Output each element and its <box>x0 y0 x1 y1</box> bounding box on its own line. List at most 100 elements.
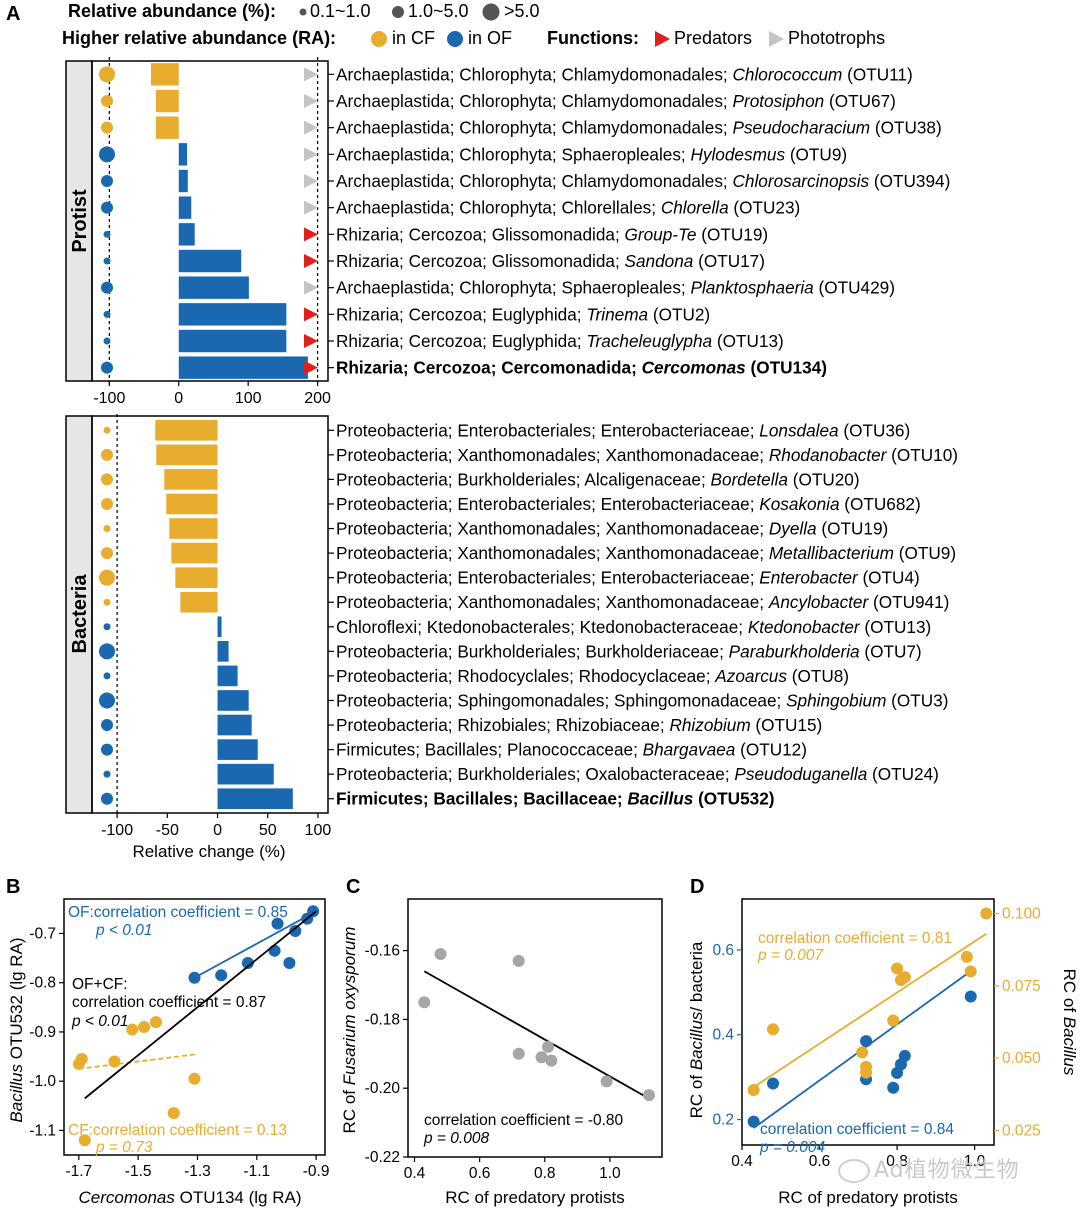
panel-label-d: D <box>690 876 704 898</box>
panel-c-x-tick-label: 1.0 <box>599 1165 621 1182</box>
panel-b-x-tick-label: -1.3 <box>184 1163 211 1180</box>
protist-function-icon-phototroph <box>304 174 318 188</box>
legend-size-large <box>482 3 500 21</box>
panel-b-point-CF <box>78 1134 91 1147</box>
protist-function-icon-phototroph <box>304 147 318 162</box>
protist-abundance-dot <box>101 281 113 294</box>
bacteria-bar <box>217 690 249 711</box>
panel-c-frame <box>407 898 663 1158</box>
bacteria-abundance-dot <box>101 448 113 461</box>
protist-abundance-dot <box>103 257 111 265</box>
protist-abundance-dot <box>103 337 111 345</box>
bacteria-taxon-label: Proteobacteria; Enterobacteriales; Enter… <box>336 494 921 514</box>
legend-size-medium <box>392 6 404 18</box>
panel-b-x-tick-label: -1.5 <box>125 1163 152 1180</box>
protist-strip-label: Protist <box>69 189 91 253</box>
panel-d-x-tick-label: 0.6 <box>809 1153 831 1170</box>
legend-abundance-title: Relative abundance (%): <box>68 1 276 21</box>
panel-d-r-right: correlation coefficient = 0.81 <box>758 930 952 947</box>
panel-d-point-left <box>964 990 977 1003</box>
bacteria-abundance-dot <box>101 547 113 560</box>
panel-c-y-tick-label: -0.22 <box>365 1149 400 1166</box>
bacteria-taxon-label: Chloroflexi; Ktedonobacterales; Ktedonob… <box>336 617 931 637</box>
bacteria-x-tick-label: 100 <box>305 822 332 839</box>
panel-b-point-OF <box>283 957 296 969</box>
protist-taxon-label: Archaeplastida; Chlorophyta; Chlamydomon… <box>336 64 913 84</box>
protist-taxon-label: Archaeplastida; Chlorophyta; Sphaeroplea… <box>336 278 895 298</box>
bacteria-taxon-label: Proteobacteria; Xanthomonadales; Xanthom… <box>336 592 949 612</box>
protist-abundance-dot <box>101 95 113 107</box>
protist-taxon-label: Rhizaria; Cercozoa; Glissomonadida; Sand… <box>336 251 765 271</box>
protist-x-tick-label: 100 <box>235 390 262 407</box>
panel-label-a: A <box>6 3 20 25</box>
bacteria-x-tick-label: -50 <box>156 822 179 839</box>
bacteria-taxon-label: Proteobacteria; Burkholderiales; Oxaloba… <box>336 764 939 784</box>
bacteria-bar <box>171 542 218 564</box>
protist-bar <box>151 63 179 86</box>
protist-function-icon-phototroph <box>304 200 318 215</box>
panel-c-point-samples <box>535 1051 548 1064</box>
panel-b-fit-line-all <box>84 910 317 1100</box>
protist-abundance-dot <box>99 146 115 163</box>
protist-function-icon-predator <box>304 254 318 268</box>
bacteria-abundance-dot <box>101 497 113 510</box>
panel-d-point-left <box>887 1081 900 1094</box>
bacteria-bar <box>217 763 274 785</box>
panel-b-point-OF <box>271 917 284 930</box>
bacteria-taxon-label: Proteobacteria; Sphingomonadales; Sphing… <box>336 690 948 710</box>
bacteria-taxon-label: Firmicutes; Bacillales; Bacillaceae; Bac… <box>336 789 774 809</box>
bacteria-abundance-dot <box>99 643 115 660</box>
bacteria-taxon-label: Proteobacteria; Xanthomonadales; Xanthom… <box>336 445 958 465</box>
bacteria-taxon-label: Proteobacteria; Rhizobiales; Rhizobiacea… <box>336 715 822 735</box>
panel-b-point-OF <box>241 957 254 969</box>
legend: Relative abundance (%): 0.1~1.0 1.0~5.0 … <box>62 1 885 48</box>
panel-b-y-tick-label: -0.8 <box>29 975 56 992</box>
protist-function-icon-phototroph <box>304 67 318 82</box>
protist-taxon-label: Rhizaria; Cercozoa; Glissomonadida; Grou… <box>336 224 768 244</box>
panel-d-point-right <box>960 950 973 963</box>
protist-function-icon-predator <box>304 227 318 242</box>
panel-d-point-left <box>898 1049 911 1062</box>
panel-d-p-right: p = 0.007 <box>757 947 824 964</box>
panel-b-all-r: correlation coefficient = 0.87 <box>72 994 266 1011</box>
protist-abundance-dot <box>101 201 113 214</box>
bacteria-bar <box>217 739 258 760</box>
bacteria-taxon-label: Proteobacteria; Rhodocyclales; Rhodocycl… <box>336 666 849 686</box>
bacteria-abundance-dot <box>99 569 115 586</box>
panel-b-fit-line-OF <box>194 910 317 979</box>
bacteria-bar <box>217 714 252 736</box>
legend-predator-label: Predators <box>674 28 752 48</box>
protist-abundance-dot <box>103 310 111 318</box>
protist-taxon-label: Archaeplastida; Chlorophyta; Chlorellale… <box>336 198 800 218</box>
protist-taxon-label: Archaeplastida; Chlorophyta; Chlamydomon… <box>336 171 950 191</box>
bacteria-abundance-dot <box>103 598 111 606</box>
panel-d: 0.4 0.6 0.8 1.0 0.2 0.4 0.6 0.025 0.050 0.075 0.10… <box>687 898 1079 1207</box>
bacteria-bar <box>169 518 218 539</box>
panel-b-y-tick-label: -0.9 <box>29 1024 56 1041</box>
protist-x-tick-label: 200 <box>304 390 331 407</box>
panel-c-point-samples <box>600 1075 613 1088</box>
bacteria-strip <box>65 415 93 814</box>
legend-size-small <box>299 8 307 16</box>
panel-c-fit-line-samples <box>423 970 650 1100</box>
bacteria-bar <box>217 665 238 687</box>
panel-d-point-right <box>964 965 977 978</box>
panel-c-x-tick-label: 0.6 <box>469 1165 491 1182</box>
legend-size-small-label: 0.1~1.0 <box>310 1 371 21</box>
legend-functions-title: Functions: <box>547 28 639 48</box>
panel-b-point-CF <box>126 1023 139 1036</box>
bacteria-bar <box>156 444 218 466</box>
panel-b-x-tick-label: -1.1 <box>243 1163 270 1180</box>
bacteria-plot-frame <box>91 415 329 814</box>
panel-d-y-left-title: RC of Bacillus/ bacteria <box>687 941 706 1118</box>
panel-d-x-tick-label: 1.0 <box>964 1153 986 1170</box>
panel-label-c: C <box>346 876 360 898</box>
bacteria-abundance-dot <box>101 719 113 732</box>
bacteria-x-axis-title: Relative change (%) <box>132 842 285 861</box>
panel-b-y-axis-title: Bacillus OTU532 (lg RA) <box>7 937 26 1122</box>
protist-taxon-label: Rhizaria; Cercozoa; Euglyphida; Trinema … <box>336 304 710 324</box>
panel-b-point-OF <box>289 925 302 937</box>
panel-d-point-right <box>767 1023 780 1036</box>
panel-c-r: correlation coefficient = -0.80 <box>424 1112 624 1129</box>
panel-b-point-OF <box>268 944 281 957</box>
